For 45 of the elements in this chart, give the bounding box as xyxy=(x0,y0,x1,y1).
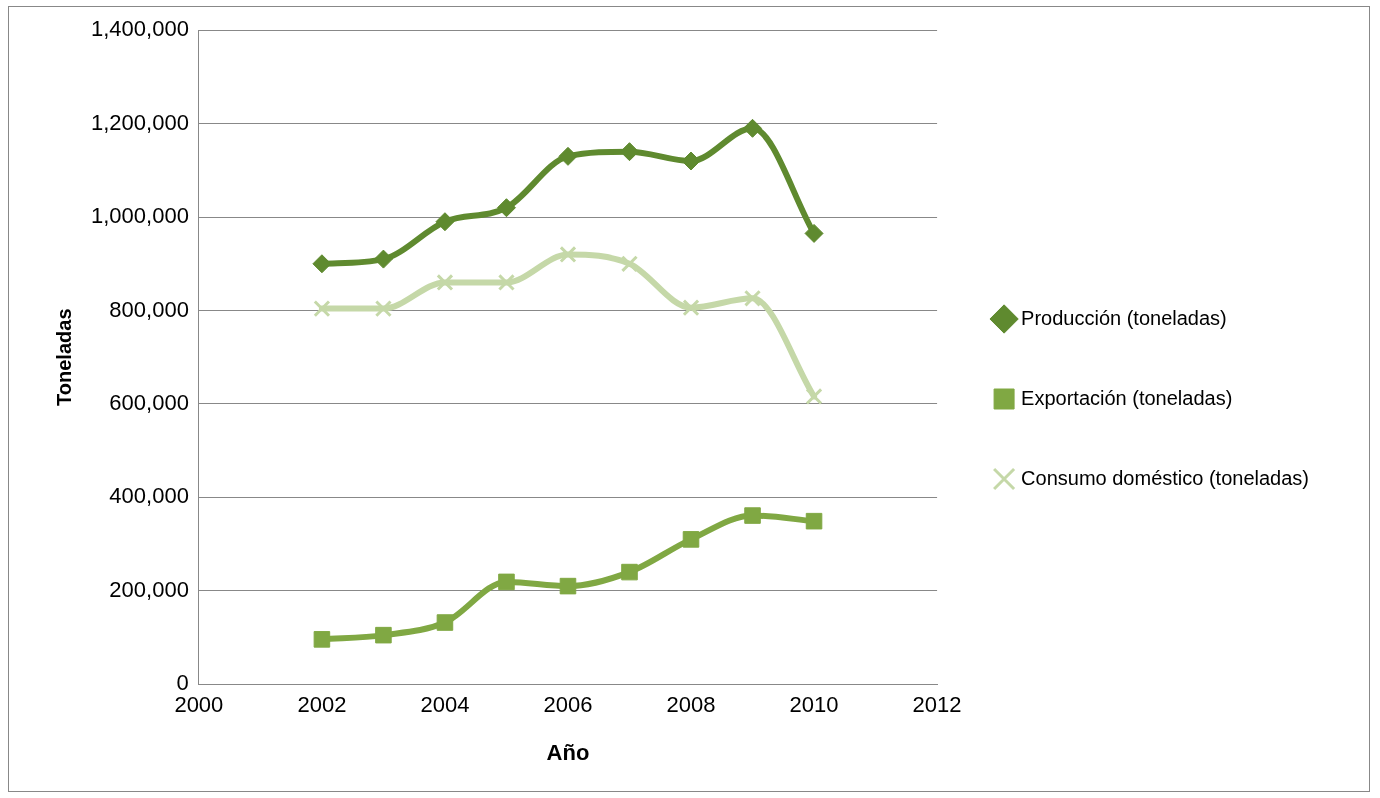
x-tick-label: 2002 xyxy=(297,692,347,718)
point xyxy=(436,614,454,631)
point xyxy=(682,299,700,317)
point xyxy=(559,245,577,263)
point xyxy=(681,151,701,171)
point xyxy=(805,512,823,530)
point xyxy=(313,631,331,648)
y-tick-label: 1,000,000 xyxy=(91,203,189,229)
point xyxy=(743,118,763,138)
point xyxy=(496,198,516,218)
point xyxy=(374,300,392,318)
point xyxy=(619,142,639,162)
legend-label: Producción (toneladas) xyxy=(1021,306,1227,329)
x-tick-label: 2012 xyxy=(912,692,962,718)
point xyxy=(682,531,700,548)
x-axis-title: Año xyxy=(546,739,590,765)
y-tick-label: 600,000 xyxy=(109,389,189,415)
point xyxy=(804,223,824,243)
point xyxy=(312,254,332,274)
point xyxy=(497,273,516,292)
point xyxy=(435,212,455,232)
x-tick-label: 2008 xyxy=(666,692,716,718)
point xyxy=(375,626,392,644)
point xyxy=(620,255,639,273)
point xyxy=(621,563,638,581)
x-tick-label: 2006 xyxy=(543,692,593,718)
y-axis-title: Toneladas xyxy=(52,308,75,406)
point xyxy=(498,573,515,591)
y-tick-label: 200,000 xyxy=(109,576,189,602)
point xyxy=(558,146,578,166)
legend-label: Consumo doméstico (toneladas) xyxy=(1021,466,1309,489)
y-tick-label: 800,000 xyxy=(109,296,189,322)
point xyxy=(373,249,393,269)
legend-label: Exportación (toneladas) xyxy=(1021,386,1233,409)
y-tick-label: 1,400,000 xyxy=(91,16,189,42)
point xyxy=(805,387,823,406)
point xyxy=(436,273,454,292)
point xyxy=(313,300,331,318)
y-tick-label: 1,200,000 xyxy=(91,109,189,135)
point xyxy=(743,289,762,307)
x-tick-label: 2010 xyxy=(789,692,839,718)
point xyxy=(744,507,761,524)
x-tick-label: 2004 xyxy=(420,692,470,718)
point xyxy=(559,577,577,595)
y-tick-label: 400,000 xyxy=(109,483,189,509)
